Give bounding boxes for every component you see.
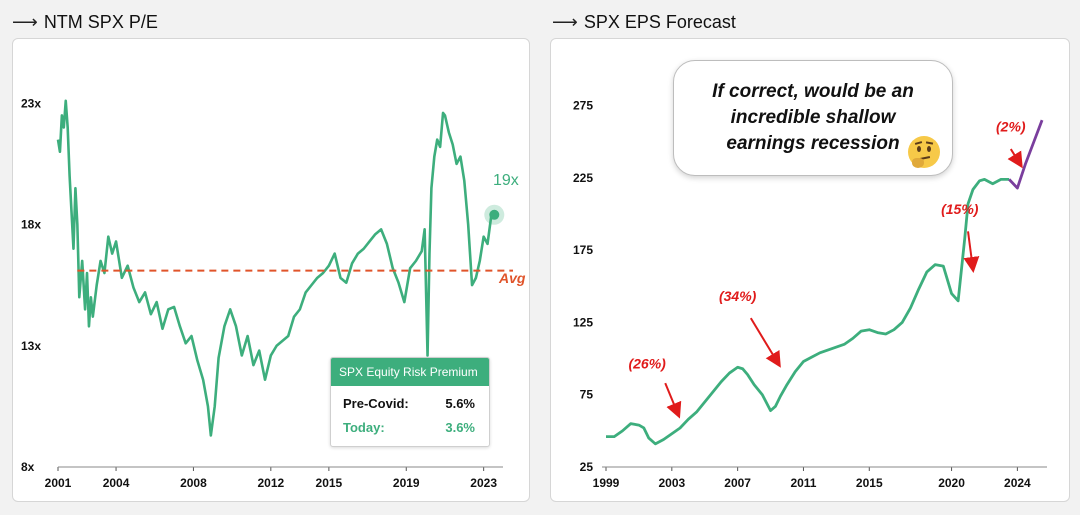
annotation-arrow: [963, 231, 980, 273]
thinking-face-icon: [908, 136, 940, 168]
y-tick-label: 8x: [21, 460, 35, 474]
x-tick-label: 2012: [257, 476, 284, 490]
x-tick-label: 2020: [938, 476, 965, 490]
x-tick-label: 2003: [658, 476, 685, 490]
callout-text: If correct, would be an incredible shall…: [712, 81, 914, 154]
x-tick-label: 2001: [45, 476, 72, 490]
current-value-label: 19x: [493, 172, 519, 189]
arrow-right-icon: ⟶: [552, 11, 578, 32]
current-point-dot: [489, 209, 500, 220]
y-tick-label: 175: [573, 243, 593, 257]
annotation-label: (15%): [941, 201, 979, 217]
y-tick-label: 275: [573, 99, 593, 113]
y-tick-label: 225: [573, 171, 593, 185]
x-tick-label: 2011: [790, 476, 816, 490]
x-tick-label: 2024: [1004, 476, 1031, 490]
annotation-label: (34%): [719, 288, 757, 304]
callout-bubble: If correct, would be an incredible shall…: [673, 60, 953, 176]
equity-risk-premium-box: SPX Equity Risk Premium Pre-Covid: 5.6% …: [330, 357, 490, 447]
pe-chart-box: 8x 13x 18x 23x 2001 2004 2008 2012 2015 2019 2023…: [12, 38, 530, 502]
right-panel-header: ⟶ SPX EPS Forecast: [552, 8, 736, 36]
x-tick-label: 2023: [470, 476, 497, 490]
eps-chart: 25 75 125 175 225 275 1999 2003 2007 2011 2015 202…: [573, 99, 1047, 490]
annotation-arrow: [1007, 148, 1023, 169]
erp-pre-covid-value: 5.6%: [445, 396, 475, 411]
x-tick-label: 2004: [103, 476, 130, 490]
annotation-label: (2%): [996, 119, 1026, 135]
eps-forecast-line: [1008, 119, 1044, 190]
y-tick-label: 25: [580, 460, 594, 474]
x-tick-label: 2015: [856, 476, 883, 490]
pe-chart: 8x 13x 18x 23x 2001 2004 2008 2012 2015 2019 2023…: [21, 96, 526, 490]
annotation-arrow: [664, 382, 682, 419]
y-tick-label: 18x: [21, 218, 41, 232]
y-tick-label: 125: [573, 315, 593, 329]
arrow-right-icon: ⟶: [12, 11, 38, 32]
y-tick-label: 75: [580, 388, 594, 402]
left-panel-header: ⟶ NTM SPX P/E: [12, 8, 158, 36]
erp-row-today: Today: 3.6%: [331, 416, 489, 440]
eps-actual-line: [606, 177, 1010, 446]
erp-today-value: 3.6%: [445, 420, 475, 435]
y-tick-label: 13x: [21, 339, 41, 353]
x-tick-label: 2019: [393, 476, 420, 490]
avg-label: Avg: [498, 270, 526, 286]
right-panel-title: SPX EPS Forecast: [583, 11, 736, 32]
erp-pre-covid-label: Pre-Covid:: [343, 396, 409, 411]
x-tick-label: 2008: [180, 476, 207, 490]
erp-box-title: SPX Equity Risk Premium: [331, 358, 489, 386]
annotation-arrow: [749, 317, 781, 368]
erp-today-label: Today:: [343, 420, 385, 435]
y-tick-label: 23x: [21, 96, 41, 110]
left-panel-title: NTM SPX P/E: [43, 11, 158, 32]
erp-row-pre-covid: Pre-Covid: 5.6%: [331, 392, 489, 416]
annotation-label: (26%): [628, 356, 666, 372]
x-tick-label: 2007: [724, 476, 751, 490]
x-tick-label: 1999: [593, 476, 620, 490]
x-tick-label: 2015: [316, 476, 343, 490]
pe-series-line: [56, 99, 495, 437]
